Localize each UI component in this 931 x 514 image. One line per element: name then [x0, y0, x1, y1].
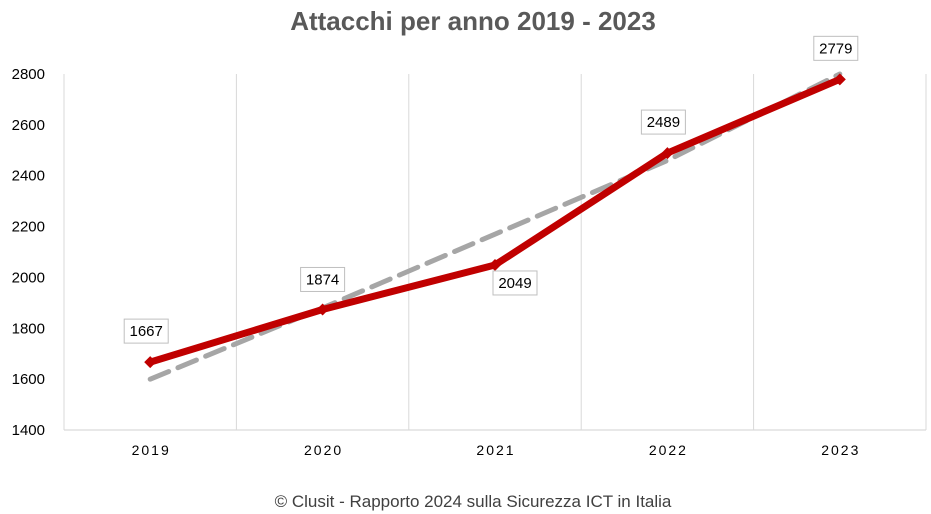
data-label: 1667 — [123, 318, 169, 344]
data-label: 2779 — [813, 35, 859, 61]
data-label-box — [640, 109, 686, 135]
footer-credit: © Clusit - Rapporto 2024 sulla Sicurezza… — [275, 492, 672, 511]
data-label-box — [492, 270, 538, 296]
data-label-text: 2489 — [647, 114, 680, 131]
line-series — [144, 73, 846, 369]
data-label: 1874 — [300, 266, 346, 292]
y-tick-label: 2600 — [12, 117, 45, 134]
data-point — [661, 147, 674, 160]
y-tick-label: 2000 — [12, 269, 45, 286]
y-tick-label: 1400 — [12, 422, 45, 439]
grid — [63, 74, 927, 431]
x-tick-label: 2023 — [821, 442, 860, 458]
series-line — [146, 75, 844, 366]
data-label: 2049 — [492, 270, 538, 296]
x-tick-label: 2021 — [476, 442, 515, 458]
y-axis: 1400 1600 1800 2000 2200 2400 2600 2800 — [12, 66, 45, 439]
data-point — [833, 73, 846, 86]
data-label-text: 1667 — [130, 323, 163, 340]
data-labels: 1667 1874 2049 2489 2779 — [123, 35, 859, 344]
y-tick-label: 1600 — [12, 371, 45, 388]
data-label: 2489 — [640, 109, 686, 135]
data-label-text: 2779 — [819, 40, 852, 57]
x-tick-label: 2022 — [649, 442, 688, 458]
y-tick-label: 2800 — [12, 66, 45, 83]
data-label-text: 1874 — [306, 271, 339, 288]
x-tick-label: 2020 — [304, 442, 343, 458]
y-tick-label: 2400 — [12, 168, 45, 185]
data-point — [144, 356, 157, 369]
x-axis: 2019 2020 2021 2022 2023 — [132, 442, 860, 458]
x-tick-label: 2019 — [132, 442, 171, 458]
trend-line — [147, 71, 843, 382]
trend-series — [147, 71, 843, 382]
data-point — [316, 303, 329, 316]
chart-title: Attacchi per anno 2019 - 2023 — [290, 6, 656, 36]
data-point — [489, 258, 501, 271]
data-label-box — [813, 35, 859, 61]
y-tick-label: 1800 — [12, 320, 45, 337]
data-label-box — [123, 318, 169, 344]
data-label-text: 2049 — [498, 275, 531, 292]
y-tick-label: 2200 — [12, 219, 45, 236]
data-label-box — [300, 266, 346, 292]
